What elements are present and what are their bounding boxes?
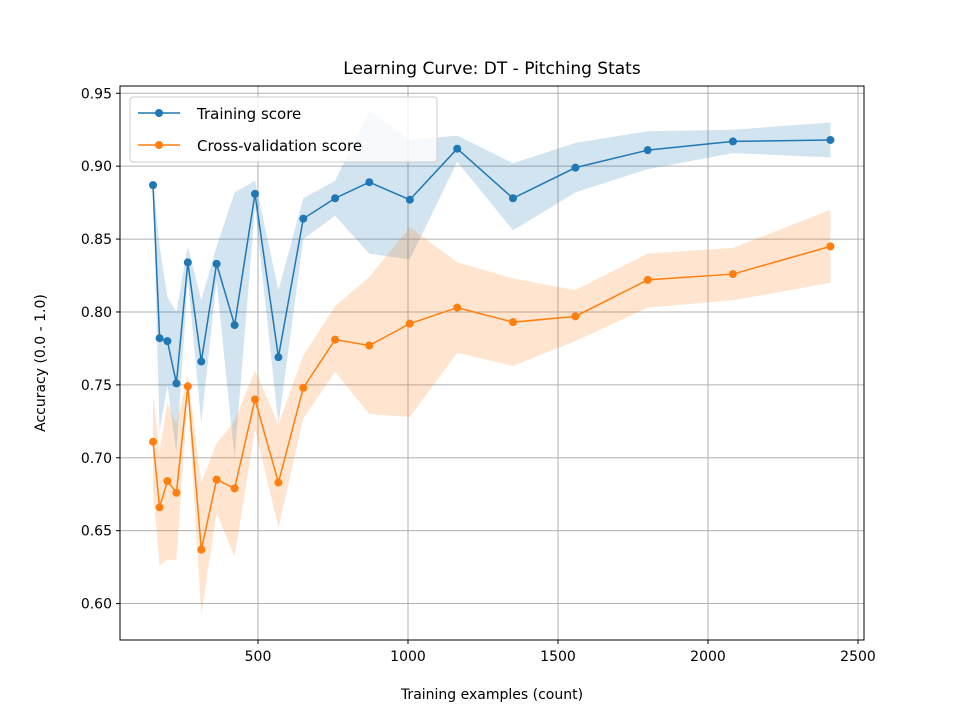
x-axis-label: Training examples (count) <box>400 687 583 703</box>
point-training <box>571 163 580 172</box>
point-cv <box>251 395 259 404</box>
point-training <box>826 135 835 144</box>
point-training <box>155 334 164 343</box>
point-cv <box>728 270 737 279</box>
line-training <box>152 139 831 384</box>
point-cv <box>163 477 172 486</box>
point-cv <box>826 242 835 251</box>
x-axis-ticks: 500 1000 1500 2000 2500 <box>245 640 876 665</box>
y-tick-label: 0.90 <box>81 159 112 175</box>
point-training <box>251 189 259 198</box>
point-cv <box>274 478 283 487</box>
point-training <box>453 144 462 153</box>
legend: Training score Cross-validation score <box>129 96 438 163</box>
band-training <box>153 110 831 458</box>
point-cv <box>230 484 239 493</box>
point-training <box>405 195 414 204</box>
legend-marker-cv <box>155 141 163 149</box>
point-cv <box>365 341 374 350</box>
point-training <box>643 146 652 155</box>
series-points <box>149 135 835 554</box>
point-training <box>172 379 181 388</box>
point-cv <box>149 437 157 446</box>
y-tick-label: 0.60 <box>81 597 112 613</box>
point-cv <box>509 318 517 327</box>
point-cv <box>155 503 164 512</box>
point-training <box>183 258 192 267</box>
legend-label-cv: Cross-validation score <box>197 137 362 155</box>
point-cv <box>172 488 181 497</box>
chart-title: Learning Curve: DT - Pitching Stats <box>343 59 641 79</box>
point-training <box>274 353 283 362</box>
point-cv <box>299 383 308 392</box>
y-axis-ticks: 0.60 0.65 0.70 0.75 0.80 0.85 0.90 0.95 <box>81 86 120 613</box>
y-tick-label: 0.85 <box>81 232 112 248</box>
x-tick-label: 1000 <box>390 649 426 665</box>
point-training <box>230 321 239 330</box>
point-cv <box>571 312 580 321</box>
point-training <box>299 214 308 223</box>
x-tick-label: 1500 <box>540 649 576 665</box>
series-lines <box>152 139 831 550</box>
point-cv <box>453 303 462 312</box>
point-cv <box>197 545 206 554</box>
point-cv <box>212 475 221 484</box>
y-tick-label: 0.70 <box>81 451 112 467</box>
legend-marker-training <box>155 109 163 117</box>
band-cv <box>153 209 831 614</box>
y-tick-label: 0.65 <box>81 524 112 540</box>
y-tick-label: 0.80 <box>81 305 112 321</box>
point-training <box>212 259 221 268</box>
grid-lines <box>120 86 864 640</box>
x-tick-label: 2000 <box>690 649 726 665</box>
y-axis-label: Accuracy (0.0 - 1.0) <box>33 294 49 432</box>
point-cv <box>183 382 192 391</box>
point-training <box>197 357 206 366</box>
y-tick-label: 0.95 <box>81 86 112 102</box>
point-training <box>163 337 172 346</box>
point-cv <box>331 335 340 344</box>
point-training <box>365 178 374 187</box>
x-tick-label: 500 <box>245 649 272 665</box>
plot-frame <box>119 85 865 641</box>
legend-box <box>129 96 438 163</box>
x-tick-label: 2500 <box>840 649 876 665</box>
point-training <box>331 194 340 203</box>
y-tick-label: 0.75 <box>81 378 112 394</box>
confidence-bands <box>153 110 831 614</box>
point-training <box>728 137 737 146</box>
point-training <box>149 181 157 190</box>
legend-label-training: Training score <box>196 105 301 123</box>
line-cv <box>152 245 831 550</box>
point-cv <box>405 319 414 328</box>
point-training <box>509 194 517 203</box>
point-cv <box>643 275 652 284</box>
